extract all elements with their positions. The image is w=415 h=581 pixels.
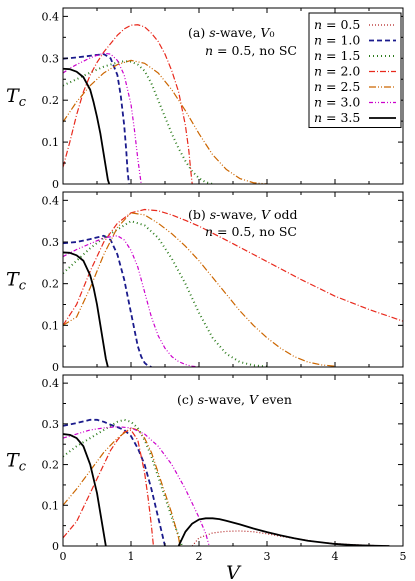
- series-line: [63, 220, 268, 367]
- y-tick-label: 0: [52, 361, 59, 374]
- panel-annotation: n = 0.5, no SC: [205, 43, 297, 58]
- series-line: [63, 52, 142, 184]
- y-tick-label: 0.2: [42, 94, 60, 107]
- y-tick-label: 0.4: [42, 10, 60, 23]
- legend-label: n = 2.0: [314, 64, 360, 79]
- x-tick-label: 1: [128, 550, 135, 563]
- legend-label: n = 3.0: [314, 95, 360, 110]
- y-axis-label: Tc: [6, 450, 27, 475]
- panel-3: 0 0.1 0.2 0.3 0.4 Tc (c) s-wave, V even: [6, 374, 404, 553]
- series-line: [63, 212, 336, 367]
- series-line: [63, 433, 107, 546]
- series-line: [63, 426, 210, 546]
- x-tick-label: 0: [60, 550, 67, 563]
- panel-1: 0 0.1 0.2 0.3 0.4 Tc (a) s-wave, V₀ n = 0.5, no…: [6, 7, 404, 191]
- series-line: [63, 429, 155, 546]
- x-axis-label: V: [226, 562, 242, 581]
- legend-label: n = 2.5: [314, 79, 360, 94]
- legend: n = 0.5n = 1.0n = 1.5n = 2.0n = 2.5n = 3…: [308, 12, 402, 128]
- panel-2: 0 0.1 0.2 0.3 0.4 Tc (b) s-wave, V odd n = 0.5,…: [6, 191, 404, 374]
- x-tick-label: 5: [400, 550, 407, 563]
- legend-label: n = 1.5: [314, 48, 360, 63]
- series-line: [63, 234, 152, 367]
- series-line: [63, 235, 200, 367]
- legend-box: [308, 12, 402, 128]
- y-tick-label: 0.2: [42, 459, 60, 472]
- series-line: [63, 208, 403, 326]
- y-tick-label: 0: [52, 178, 59, 191]
- series-line: [63, 251, 109, 367]
- x-tick-label: 2: [196, 550, 203, 563]
- y-tick-label: 0.3: [42, 418, 60, 431]
- series-line: [177, 517, 390, 546]
- y-tick-label: 0: [52, 540, 59, 553]
- legend-label: n = 3.5: [314, 110, 360, 125]
- series-line: [63, 59, 268, 184]
- panel-annotation: n = 0.5, no SC: [205, 224, 297, 239]
- series-line: [63, 60, 213, 184]
- panel-annotation: (c) s-wave, V even: [177, 392, 292, 407]
- x-tick-label: 3: [264, 550, 271, 563]
- x-tick-label: 4: [332, 550, 339, 563]
- y-axis-label: Tc: [6, 269, 27, 294]
- legend-label: n = 1.0: [314, 33, 360, 48]
- series-line: [63, 67, 111, 184]
- y-tick-label: 0.4: [42, 194, 60, 207]
- y-axis-label: Tc: [6, 85, 27, 110]
- y-tick-label: 0.3: [42, 52, 60, 65]
- series-line: [63, 427, 181, 546]
- y-tick-label: 0.4: [42, 377, 60, 390]
- series-line: [63, 24, 193, 184]
- y-tick-label: 0.2: [42, 278, 60, 291]
- y-tick-label: 0.1: [42, 319, 60, 332]
- y-tick-label: 0.1: [42, 499, 60, 512]
- y-tick-label: 0.1: [42, 136, 60, 149]
- series-line: [63, 53, 130, 184]
- panel-1-series: [63, 24, 268, 184]
- panel-3-series: [63, 418, 390, 546]
- y-tick-label: 0.3: [42, 236, 60, 249]
- panel-2-series: [63, 208, 403, 367]
- legend-label: n = 0.5: [314, 17, 360, 32]
- panel-annotation: (b) s-wave, V odd: [188, 207, 298, 222]
- series-line: [63, 418, 166, 546]
- series-line: [63, 418, 183, 546]
- series-line: [191, 530, 390, 546]
- panel-annotation: (a) s-wave, V₀: [188, 25, 274, 40]
